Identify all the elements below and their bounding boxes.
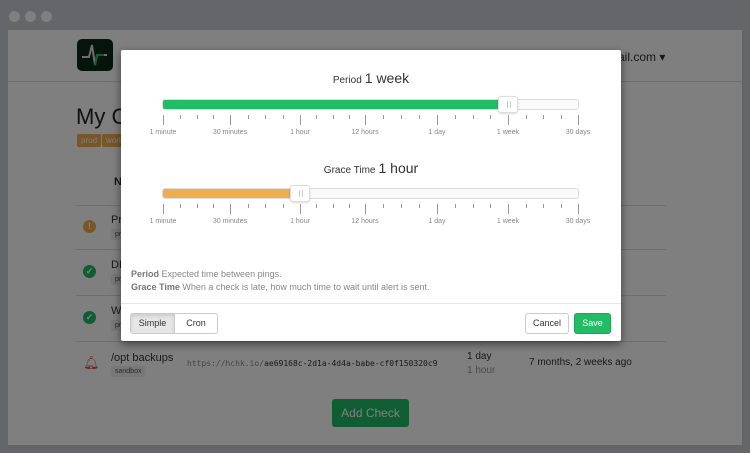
minor-tick: [282, 115, 284, 119]
minor-tick: [490, 204, 492, 208]
simple-mode-button[interactable]: Simple: [130, 313, 175, 334]
major-tick: [578, 204, 579, 214]
grace-help: Grace Time When a check is late, how muc…: [131, 282, 429, 292]
major-tick: [578, 115, 579, 125]
minor-tick: [543, 204, 544, 208]
major-tick: [508, 115, 509, 125]
scale-label: 1 minute: [149, 129, 177, 136]
minor-tick: [179, 115, 181, 119]
grace-label-key: Grace Time: [323, 165, 376, 176]
help-text: Expected time between pings.: [159, 269, 282, 279]
slider-handle[interactable]: [498, 96, 518, 113]
major-tick: [365, 115, 366, 125]
major-tick: [230, 115, 231, 125]
slider-track[interactable]: [162, 188, 579, 199]
minor-tick: [196, 204, 198, 208]
slider-track[interactable]: [162, 99, 579, 110]
update-timeout-modal: Period 1 week Grace Time 1 hour Period Exp…: [121, 50, 621, 341]
footer-divider: [121, 303, 621, 304]
minor-tick: [213, 204, 215, 208]
minor-tick: [454, 115, 456, 119]
major-tick: [300, 115, 301, 125]
minor-tick: [282, 204, 284, 208]
minor-tick: [247, 115, 249, 119]
minor-tick: [383, 204, 384, 208]
scale-label: 1 day: [428, 218, 446, 225]
scale-label: 1 week: [496, 218, 520, 225]
scale-label: 12 hours: [351, 129, 379, 136]
scale-label: 12 hours: [351, 218, 379, 225]
period-help: Period Expected time between pings.: [131, 269, 282, 279]
minor-tick: [348, 115, 350, 119]
scale-label: 30 minutes: [212, 129, 248, 136]
scale-label: 30 days: [565, 129, 591, 136]
minor-tick: [316, 204, 318, 208]
minor-tick: [419, 204, 420, 208]
scale-label: 1 hour: [290, 218, 310, 225]
minor-tick: [543, 115, 544, 119]
major-tick: [163, 115, 164, 125]
minor-tick: [560, 204, 562, 208]
grace-label-value: 1 hour: [378, 160, 419, 176]
slider-fill: [163, 189, 300, 198]
period-label-key: Period: [332, 75, 362, 86]
minor-tick: [472, 115, 474, 119]
cancel-button[interactable]: Cancel: [525, 313, 569, 334]
major-tick: [508, 204, 509, 214]
help-term: Grace Time: [131, 282, 180, 292]
minor-tick: [316, 115, 318, 119]
minor-tick: [348, 204, 350, 208]
major-tick: [230, 204, 231, 214]
minor-tick: [213, 115, 215, 119]
minor-tick: [332, 204, 334, 208]
minor-tick: [490, 115, 492, 119]
slider-fill: [163, 100, 508, 109]
major-tick: [437, 115, 438, 125]
minor-tick: [196, 115, 198, 119]
minor-tick: [525, 115, 527, 119]
scale-label: 1 day: [428, 129, 446, 136]
minor-tick: [401, 204, 402, 208]
help-text: When a check is late, how much time to w…: [179, 282, 430, 292]
minor-tick: [525, 204, 527, 208]
save-button[interactable]: Save: [574, 313, 611, 334]
help-term: Period: [131, 269, 160, 279]
cron-mode-button[interactable]: Cron: [174, 313, 218, 334]
minor-tick: [560, 115, 562, 119]
major-tick: [163, 204, 164, 214]
major-tick: [365, 204, 366, 214]
slider-handle[interactable]: [290, 185, 310, 202]
major-tick: [437, 204, 438, 214]
minor-tick: [265, 204, 266, 208]
grace-label: Grace Time 1 hour: [121, 160, 621, 178]
minor-tick: [401, 115, 402, 119]
scale-label: 30 days: [565, 218, 591, 225]
minor-tick: [179, 204, 181, 208]
major-tick: [300, 204, 301, 214]
minor-tick: [383, 115, 384, 119]
scale-label: 30 minutes: [212, 218, 248, 225]
period-label-value: 1 week: [364, 70, 410, 86]
minor-tick: [247, 204, 249, 208]
period-label: Period 1 week: [121, 70, 621, 88]
minor-tick: [419, 115, 420, 119]
minor-tick: [332, 115, 334, 119]
minor-tick: [472, 204, 474, 208]
scale-label: 1 minute: [149, 218, 177, 225]
scale-label: 1 week: [496, 129, 520, 136]
minor-tick: [265, 115, 266, 119]
minor-tick: [454, 204, 456, 208]
scale-label: 1 hour: [290, 129, 310, 136]
